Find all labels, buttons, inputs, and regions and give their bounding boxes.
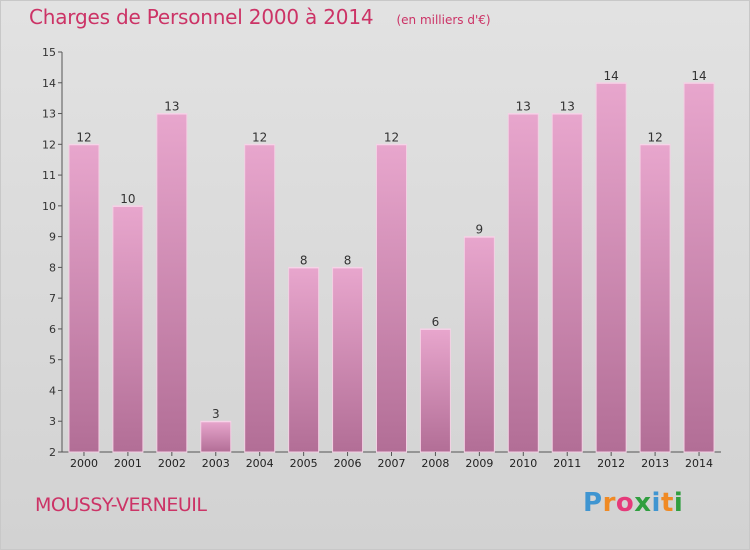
bar — [639, 143, 671, 453]
y-tick-label: 10 — [42, 200, 56, 213]
y-tick-label: 5 — [49, 354, 56, 367]
data-label: 12 — [76, 130, 91, 144]
bar — [200, 420, 232, 453]
x-tick-label: 2002 — [158, 457, 186, 470]
bar — [288, 266, 320, 453]
data-label: 10 — [120, 192, 135, 206]
data-label: 13 — [164, 100, 179, 114]
data-label: 13 — [560, 100, 575, 114]
bar — [332, 266, 364, 453]
proxiti-logo: Proxiti — [583, 488, 683, 518]
y-tick-label: 4 — [49, 384, 56, 397]
x-tick-label: 2006 — [334, 457, 362, 470]
y-tick-label: 11 — [42, 169, 56, 182]
x-tick-label: 2000 — [70, 457, 98, 470]
commune-name: MOUSSY-VERNEUIL — [35, 494, 207, 516]
data-label: 6 — [432, 315, 440, 329]
title-row: Charges de Personnel 2000 à 2014 (en mil… — [29, 5, 491, 29]
bar — [683, 82, 715, 453]
data-label: 14 — [604, 69, 619, 83]
logo-letter: x — [634, 488, 652, 518]
y-tick-label: 6 — [49, 323, 56, 336]
x-tick-label: 2007 — [378, 457, 406, 470]
bar — [419, 328, 451, 453]
x-tick-label: 2001 — [114, 457, 142, 470]
bar — [463, 236, 495, 453]
y-tick-label: 8 — [49, 261, 56, 274]
x-tick-label: 2014 — [685, 457, 713, 470]
bar — [156, 113, 188, 453]
x-tick-label: 2013 — [641, 457, 669, 470]
x-tick-label: 2003 — [202, 457, 230, 470]
data-label: 12 — [384, 130, 399, 144]
y-tick-label: 9 — [49, 231, 56, 244]
logo-letter: i — [673, 488, 684, 518]
x-tick-label: 2010 — [509, 457, 537, 470]
y-tick-label: 12 — [42, 138, 56, 151]
bar — [68, 143, 100, 453]
data-label: 14 — [691, 69, 706, 83]
x-tick-label: 2008 — [421, 457, 449, 470]
logo-letter: i — [651, 488, 661, 518]
y-tick-label: 14 — [42, 77, 56, 90]
x-tick-label: 2012 — [597, 457, 625, 470]
data-label: 9 — [476, 223, 484, 237]
logo-letter: r — [602, 488, 616, 518]
data-label: 13 — [516, 100, 531, 114]
data-label: 12 — [647, 130, 662, 144]
bar — [244, 143, 276, 453]
y-tick-label: 7 — [49, 292, 56, 305]
y-tick-label: 15 — [42, 46, 56, 59]
x-tick-label: 2011 — [553, 457, 581, 470]
logo-letter: P — [583, 488, 603, 518]
x-tick-label: 2004 — [246, 457, 274, 470]
x-tick-label: 2009 — [465, 457, 493, 470]
logo-letter: t — [660, 488, 674, 518]
bar — [595, 82, 627, 453]
y-tick-label: 13 — [42, 108, 56, 121]
data-label: 3 — [212, 407, 220, 421]
data-label: 12 — [252, 130, 267, 144]
bar — [507, 113, 539, 453]
y-tick-label: 2 — [49, 446, 56, 459]
bar — [376, 143, 407, 453]
logo-letter: o — [615, 488, 635, 518]
data-label: 8 — [300, 253, 308, 267]
y-tick-label: 3 — [49, 415, 56, 428]
chart-subtitle: (en milliers d'€) — [396, 13, 491, 27]
x-tick-label: 2005 — [290, 457, 318, 470]
data-label: 8 — [344, 253, 352, 267]
bar — [112, 205, 144, 453]
chart-title: Charges de Personnel 2000 à 2014 — [29, 5, 374, 29]
bar — [551, 113, 583, 453]
